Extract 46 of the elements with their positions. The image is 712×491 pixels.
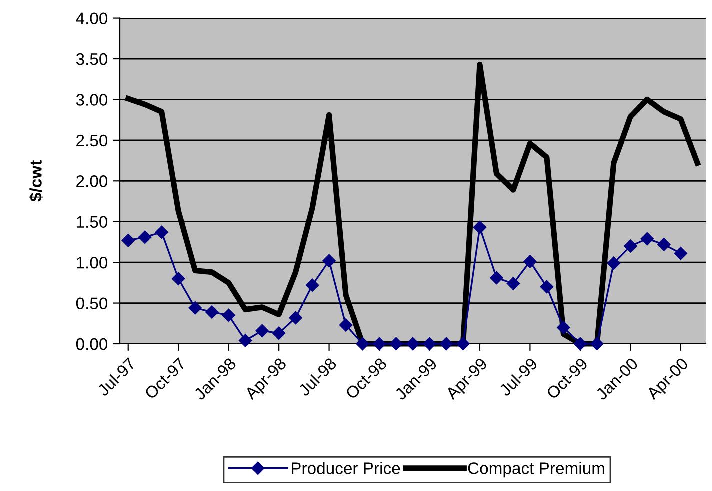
point: [490, 271, 504, 285]
point: [238, 334, 252, 348]
point: [624, 240, 638, 253]
y-tick-label: 0.00: [76, 338, 108, 350]
point: [557, 321, 570, 334]
point: [222, 308, 236, 322]
y-tick-label: 4.00: [76, 12, 108, 25]
y-axis-title: $/cwt: [29, 160, 43, 202]
point: [138, 230, 152, 244]
point: [322, 254, 336, 268]
point: [423, 337, 436, 351]
legend-label: Producer Price: [292, 462, 400, 474]
point: [272, 326, 286, 340]
point: [524, 255, 537, 268]
point: [339, 318, 353, 332]
point: [473, 220, 487, 234]
y-tick-label: 2.50: [76, 134, 108, 147]
point: [390, 337, 403, 351]
point: [122, 234, 135, 248]
y-tick-label: 2.00: [76, 176, 108, 188]
point: [540, 280, 554, 294]
point: [506, 277, 520, 290]
point: [188, 302, 202, 315]
point: [440, 337, 454, 351]
point: [674, 247, 688, 260]
point: [574, 337, 588, 351]
point: [590, 337, 604, 351]
point: [607, 256, 620, 270]
point: [172, 272, 186, 286]
point: [456, 337, 470, 351]
point: [640, 232, 654, 246]
point: [306, 278, 320, 292]
y-tick-label: 0.50: [76, 298, 108, 310]
point: [658, 238, 671, 252]
y-tick-label: 3.50: [76, 53, 108, 66]
y-tick-label: 1.50: [77, 216, 108, 228]
point: [155, 226, 168, 240]
point: [356, 337, 370, 351]
y-tick-label: 3.00: [76, 94, 108, 106]
point: [256, 324, 269, 338]
point: [372, 337, 386, 351]
point: [206, 306, 219, 319]
legend-label: Compact Premium: [468, 462, 604, 478]
y-tick-label: 1.00: [77, 256, 108, 269]
point: [289, 311, 302, 325]
point: [406, 337, 420, 351]
